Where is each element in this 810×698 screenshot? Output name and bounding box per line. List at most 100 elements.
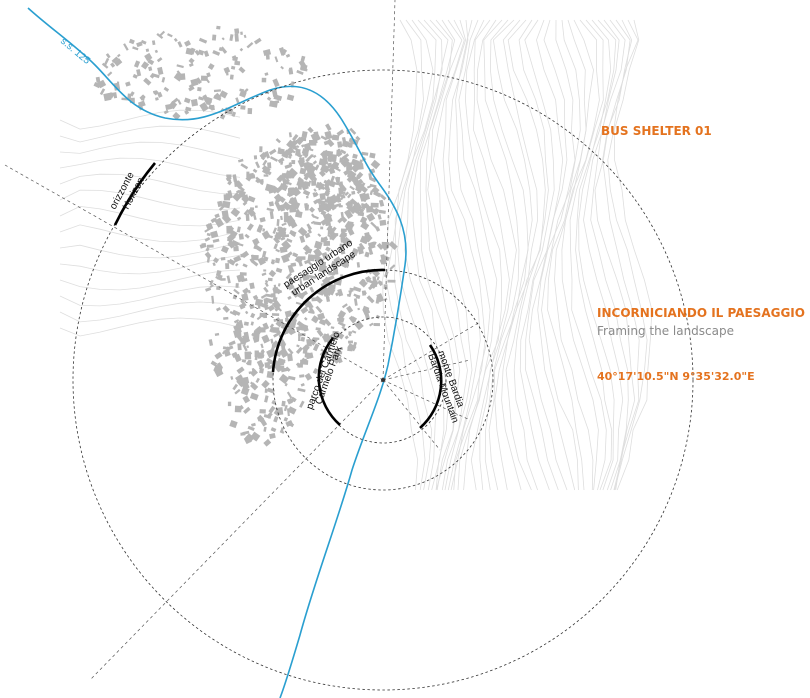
building-footprint xyxy=(302,244,310,252)
building-footprint xyxy=(285,272,293,280)
building-footprint xyxy=(384,271,389,278)
building-footprint xyxy=(266,91,270,95)
building-footprint xyxy=(274,198,280,205)
building-footprint xyxy=(357,211,365,217)
building-footprint xyxy=(243,378,248,382)
building-footprint xyxy=(259,179,264,183)
building-footprint xyxy=(344,191,350,197)
building-footprint xyxy=(268,405,276,414)
building-footprint xyxy=(312,154,317,159)
building-footprint xyxy=(213,89,221,93)
building-footprint xyxy=(288,276,295,284)
building-footprint xyxy=(243,209,250,216)
building-footprint xyxy=(301,323,309,329)
building-footprint xyxy=(287,174,294,178)
building-footprint xyxy=(184,40,192,47)
contour-line xyxy=(476,19,517,491)
building-footprint xyxy=(340,228,347,232)
contour-line xyxy=(470,19,510,491)
building-footprint xyxy=(296,344,300,348)
building-footprint xyxy=(326,138,335,148)
urban-arc xyxy=(271,268,386,373)
contour-line xyxy=(59,125,241,143)
building-footprint xyxy=(260,343,264,349)
building-footprint xyxy=(369,322,374,327)
building-footprint xyxy=(351,316,358,321)
contour-line xyxy=(59,173,241,195)
building-footprint xyxy=(360,203,369,208)
building-footprint xyxy=(288,132,292,138)
building-footprint xyxy=(254,354,259,361)
contour-line xyxy=(594,19,636,491)
building-footprint xyxy=(371,186,380,195)
building-footprint xyxy=(298,333,306,337)
building-footprint xyxy=(244,310,249,315)
building-footprint xyxy=(369,152,376,159)
building-footprint xyxy=(273,236,281,244)
building-footprint xyxy=(223,316,229,320)
contour-line xyxy=(501,19,539,491)
building-footprint xyxy=(173,72,183,82)
building-footprint xyxy=(294,256,303,264)
building-footprint xyxy=(321,202,333,213)
building-footprint xyxy=(259,217,266,223)
building-footprint xyxy=(286,391,293,399)
building-footprint xyxy=(235,374,243,382)
building-footprint xyxy=(242,395,251,404)
building-footprint xyxy=(307,228,312,234)
building-footprint xyxy=(212,262,216,267)
building-footprint xyxy=(292,196,298,205)
building-footprint xyxy=(319,199,326,204)
building-footprint xyxy=(234,60,241,66)
building-footprint xyxy=(250,259,259,267)
building-footprint xyxy=(209,279,214,286)
building-footprint xyxy=(343,168,351,176)
building-footprint xyxy=(362,278,366,283)
building-footprint xyxy=(346,293,350,297)
building-footprint xyxy=(347,343,357,352)
building-footprint xyxy=(204,237,211,242)
road-label: s.s. 125 xyxy=(58,36,92,67)
building-footprint xyxy=(276,219,280,226)
building-footprint xyxy=(232,309,241,316)
building-footprint xyxy=(263,256,269,262)
building-footprint xyxy=(275,248,281,253)
building-footprint xyxy=(243,321,249,326)
building-footprint xyxy=(265,53,270,60)
building-footprint xyxy=(259,409,266,414)
building-footprint xyxy=(208,339,214,346)
building-footprint xyxy=(226,175,232,183)
building-footprint xyxy=(324,218,331,227)
building-footprint xyxy=(113,58,123,67)
building-footprint xyxy=(339,157,344,163)
building-footprint xyxy=(289,285,294,290)
building-footprint xyxy=(355,294,361,300)
building-footprint xyxy=(320,135,328,141)
building-footprint xyxy=(336,129,345,137)
building-footprint xyxy=(321,334,329,343)
building-footprint xyxy=(215,270,222,277)
building-footprint xyxy=(249,256,256,263)
building-footprint xyxy=(254,327,263,336)
building-footprint xyxy=(151,73,160,79)
building-footprint xyxy=(298,59,307,69)
building-footprint xyxy=(253,155,258,160)
building-footprint xyxy=(287,406,297,415)
building-footprint xyxy=(286,408,290,417)
building-footprint xyxy=(362,305,370,313)
building-footprint xyxy=(348,340,354,344)
building-footprint xyxy=(347,193,352,199)
contour-line xyxy=(505,19,546,491)
building-footprint xyxy=(348,331,353,334)
building-footprint xyxy=(340,149,347,155)
building-footprint xyxy=(238,185,245,192)
building-footprint xyxy=(264,183,275,193)
contour-line xyxy=(537,19,576,491)
building-footprint xyxy=(281,222,287,227)
building-footprint xyxy=(377,214,382,220)
building-footprint xyxy=(388,240,398,250)
building-footprint xyxy=(353,293,358,298)
contour-line xyxy=(59,109,241,130)
building-footprint xyxy=(287,325,296,335)
